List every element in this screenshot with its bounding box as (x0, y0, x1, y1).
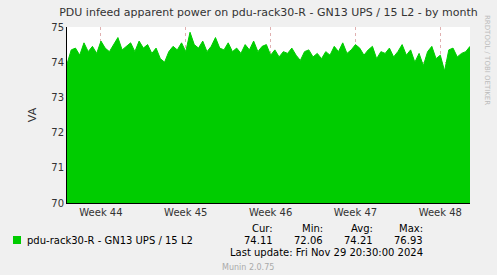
svg-text:pdu-rack30-R - GN13 UPS / 15 L: pdu-rack30-R - GN13 UPS / 15 L2 (27, 235, 193, 246)
svg-text:76.93: 76.93 (394, 235, 423, 246)
svg-text:Week 48: Week 48 (419, 207, 462, 218)
svg-text:Avg:: Avg: (351, 223, 373, 234)
svg-text:Max:: Max: (399, 223, 423, 234)
svg-text:72.06: 72.06 (294, 235, 323, 246)
svg-text:Week 45: Week 45 (164, 207, 207, 218)
svg-text:Min:: Min: (302, 223, 323, 234)
svg-text:Munin 2.0.75: Munin 2.0.75 (222, 263, 274, 272)
svg-text:VA: VA (26, 107, 39, 122)
svg-text:Last update: Fri Nov 29 20:30:: Last update: Fri Nov 29 20:30:00 2024 (230, 247, 423, 258)
svg-text:74.11: 74.11 (244, 235, 273, 246)
svg-text:RRDTOOL / TOBI OETIKER: RRDTOOL / TOBI OETIKER (483, 15, 491, 105)
svg-text:71: 71 (51, 162, 64, 173)
svg-text:Week 46: Week 46 (249, 207, 292, 218)
svg-text:74: 74 (51, 57, 64, 68)
svg-text:Week 44: Week 44 (79, 207, 122, 218)
svg-text:Cur:: Cur: (252, 223, 273, 234)
svg-text:73: 73 (51, 92, 64, 103)
svg-text:70: 70 (51, 198, 64, 209)
svg-text:75: 75 (51, 22, 64, 33)
svg-text:PDU infeed apparent power on p: PDU infeed apparent power on pdu-rack30-… (59, 6, 478, 19)
svg-text:72: 72 (51, 127, 64, 138)
svg-text:74.21: 74.21 (344, 235, 373, 246)
svg-text:Week 47: Week 47 (334, 207, 377, 218)
